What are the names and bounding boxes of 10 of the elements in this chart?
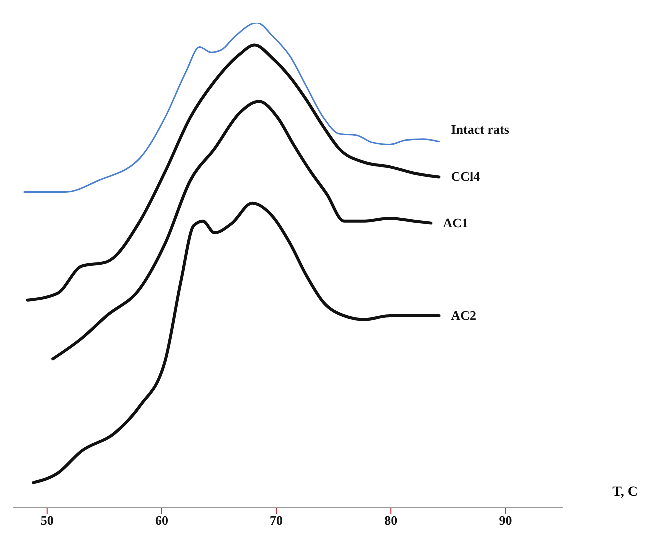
x-tick-label: 80 (384, 513, 398, 528)
series-label: AC2 (451, 308, 477, 323)
x-tick-label: 60 (155, 513, 168, 528)
x-axis-title: T, C (612, 485, 638, 501)
series-label: Intact rats (451, 122, 510, 137)
series-label: CCl4 (451, 169, 481, 184)
x-tick-label: 70 (270, 513, 284, 528)
x-tick-label: 90 (499, 513, 512, 528)
x-tick-label: 50 (40, 513, 54, 528)
series-label: AC1 (443, 215, 469, 230)
